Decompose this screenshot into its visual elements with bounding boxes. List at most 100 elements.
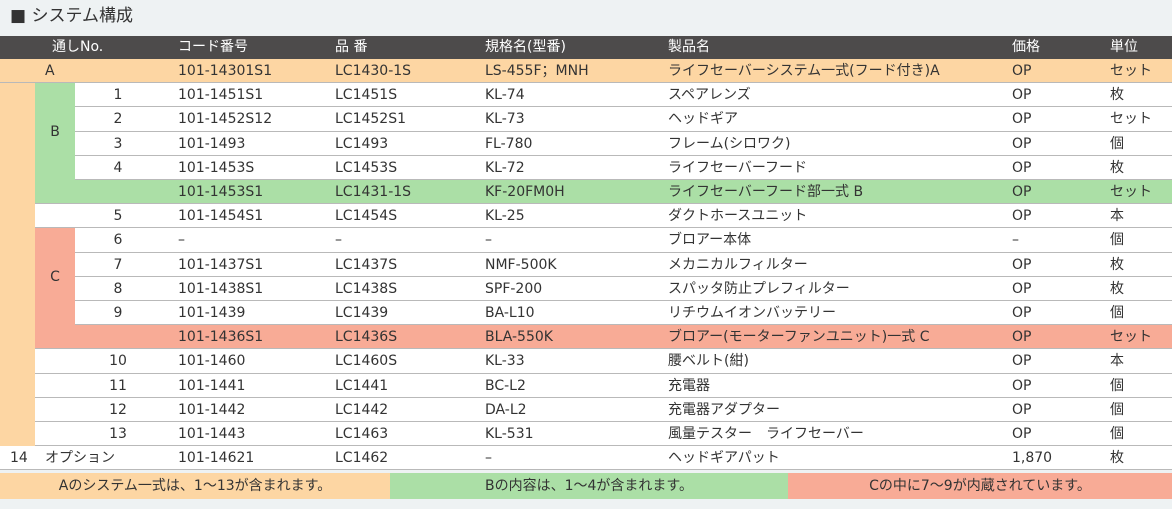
cell-price: OP <box>1012 63 1032 79</box>
header-cell: コード番号 <box>178 39 248 55</box>
cell-price: OP <box>1012 329 1032 346</box>
header-cell: 製品名 <box>668 39 710 55</box>
row-bg <box>75 83 1172 108</box>
cell-part: LC1439 <box>335 305 389 321</box>
row-bg <box>35 349 1172 374</box>
header-cell: 価格 <box>1012 39 1040 55</box>
row-no: 2 <box>113 111 123 128</box>
row-no: 5 <box>113 208 123 225</box>
row-no: 11 <box>109 377 127 394</box>
cell-unit: 個 <box>1110 426 1124 442</box>
row-bg <box>75 155 1172 180</box>
cell-code: 101-1441 <box>178 377 246 394</box>
group-label: B <box>50 123 60 140</box>
cell-name: 充電器アダプター <box>668 401 780 418</box>
cell-unit: 個 <box>1110 232 1124 249</box>
cell-code: 101-1493 <box>178 135 246 152</box>
cell-name: ブロアー(モーターファンユニット)一式 C <box>668 329 930 346</box>
row-no: 1 <box>113 87 123 104</box>
group-cell <box>35 83 75 180</box>
cell-code: 101-1454S1 <box>178 208 264 225</box>
row-bg <box>75 301 1172 326</box>
cell-price: OP <box>1012 401 1032 418</box>
cell-spec: KL-25 <box>485 208 525 225</box>
cell-name: ライフセーバーフード <box>668 159 808 176</box>
cell-spec: KL-73 <box>485 111 525 128</box>
row-no: 4 <box>113 159 123 176</box>
cell-code: 101-1438S1 <box>178 280 264 297</box>
cell-part: LC1438S <box>335 280 398 297</box>
group-label: C <box>50 268 60 285</box>
row-bg <box>35 422 1172 447</box>
cell-price: 1,870 <box>1012 450 1053 467</box>
cell-unit: 個 <box>1110 135 1124 152</box>
cell-price: OP <box>1012 305 1032 321</box>
cell-code: 101-1453S1 <box>178 184 264 200</box>
cell-code: 101-14301S1 <box>178 63 273 79</box>
row-no: A <box>45 63 55 79</box>
cell-part: LC1451S <box>335 87 398 104</box>
note-bg <box>390 473 788 499</box>
cell-unit: 本 <box>1110 353 1124 370</box>
row-no: 10 <box>109 353 127 370</box>
row-bg <box>75 107 1172 132</box>
row-no: 7 <box>113 256 123 273</box>
cell-code: 101-1453S <box>178 159 255 176</box>
note-bg <box>0 473 390 499</box>
cell-name: スパッタ防止プレフィルター <box>668 280 850 297</box>
cell-part: LC1441 <box>335 377 389 394</box>
cell-part: LC1462 <box>335 450 389 467</box>
header-bar <box>0 36 1172 59</box>
cell-price: OP <box>1012 135 1032 152</box>
cell-spec: KL-531 <box>485 426 534 442</box>
cell-part: LC1436S <box>335 329 398 346</box>
cell-price: OP <box>1012 208 1032 225</box>
row-bg <box>75 131 1172 156</box>
header-cell: 通しNo. <box>52 39 104 55</box>
cell-price: OP <box>1012 159 1032 176</box>
cell-spec: – <box>485 450 492 467</box>
cell-code: 101-1443 <box>178 426 246 442</box>
title: ■ システム構成 <box>10 6 133 26</box>
cell-spec: KL-74 <box>485 87 525 104</box>
cell-unit: 枚 <box>1110 280 1124 297</box>
cell-spec: KF-20FM0H <box>485 184 565 200</box>
row-bg <box>35 204 1172 229</box>
cell-unit: 本 <box>1110 208 1124 225</box>
note: Bの内容は、1～4が含まれます。 <box>484 478 694 494</box>
row-bg <box>0 446 1172 471</box>
cell-unit: セット <box>1110 63 1152 79</box>
cell-part: LC1454S <box>335 208 398 225</box>
cell-unit: 個 <box>1110 377 1124 394</box>
cell-price: OP <box>1012 353 1032 370</box>
cell-code: 101-1451S1 <box>178 87 264 104</box>
row-bg <box>35 397 1172 422</box>
cell-name: ライフセーバーシステム一式(フード付き)A <box>668 63 940 79</box>
cell-unit: 枚 <box>1110 256 1124 273</box>
cell-name: スペアレンズ <box>668 87 751 104</box>
cell-unit: セット <box>1110 111 1152 128</box>
cell-part: LC1430-1S <box>335 63 412 79</box>
row-label: オプション <box>45 450 115 467</box>
cell-unit: セット <box>1110 329 1152 346</box>
cell-part: LC1431-1S <box>335 184 412 200</box>
row-no: 13 <box>109 426 127 442</box>
cell-code: 101-1439 <box>178 305 246 321</box>
cell-name: ライフセーバーフード部一式 B <box>668 184 864 200</box>
cell-name: ヘッドギア <box>668 111 738 128</box>
header-cell: 単位 <box>1110 39 1138 55</box>
cell-unit: セット <box>1110 184 1152 200</box>
cell-name: リチウムイオンバッテリー <box>668 305 836 321</box>
cell-unit: 個 <box>1110 401 1124 418</box>
row-no: 6 <box>113 232 123 249</box>
cell-name: ダクトホースユニット <box>668 208 808 225</box>
cell-part: LC1460S <box>335 353 398 370</box>
cell-spec: KL-72 <box>485 159 525 176</box>
group-a-column <box>0 83 35 447</box>
cell-spec: BLA-550K <box>485 329 553 346</box>
row-no: 9 <box>113 305 123 321</box>
cell-spec: KL-33 <box>485 353 525 370</box>
cell-name: 風量テスター ライフセーバー <box>668 426 864 442</box>
cell-spec: BC-L2 <box>485 377 526 394</box>
